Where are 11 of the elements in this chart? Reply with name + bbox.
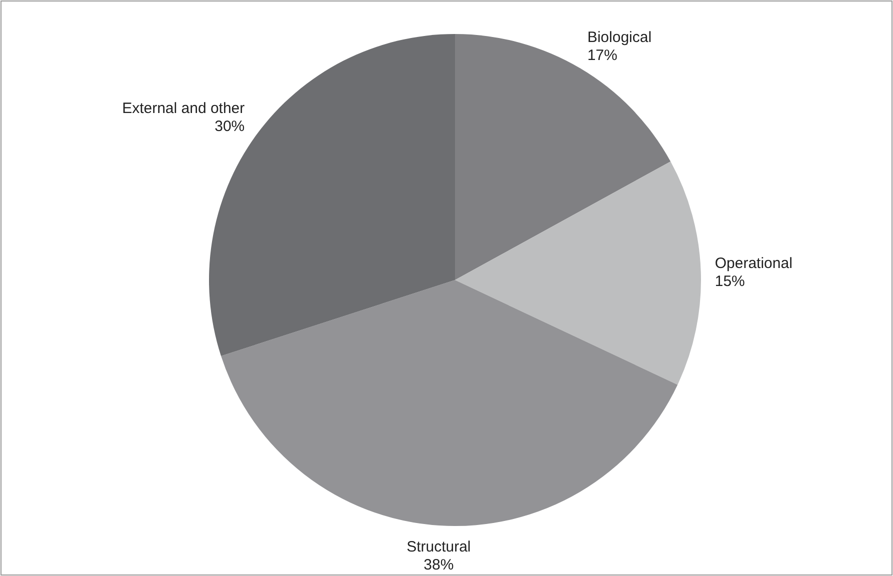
slice-label: Biological: [587, 29, 652, 46]
slice-label: External and other: [122, 100, 245, 118]
data-label: 30%: [214, 118, 245, 136]
pie-slice: [209, 34, 455, 356]
data-label: 38%: [424, 556, 454, 574]
data-label: 15%: [714, 272, 745, 290]
pie-slice: [455, 161, 701, 385]
slice-label: Operational: [714, 254, 792, 272]
pie-slice: [221, 280, 678, 526]
slice-label: Structural: [406, 538, 471, 556]
data-label: 17%: [587, 47, 618, 64]
